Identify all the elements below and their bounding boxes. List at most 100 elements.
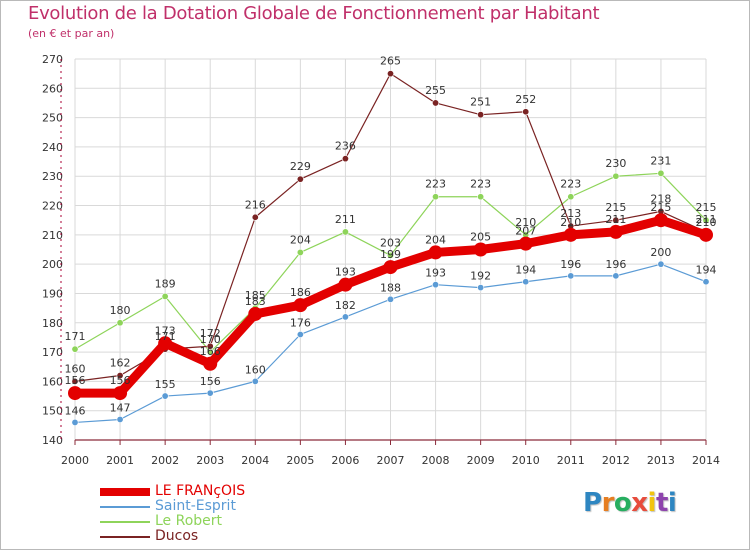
data-point xyxy=(71,345,79,353)
data-point xyxy=(563,227,578,242)
data-point xyxy=(702,278,710,286)
data-label: 156 xyxy=(110,374,131,387)
data-label: 207 xyxy=(515,225,536,238)
x-tick-label: 2011 xyxy=(557,454,585,467)
logo-letter: i xyxy=(647,488,657,518)
data-point xyxy=(203,356,218,371)
data-label: 196 xyxy=(560,258,581,271)
x-tick-label: 2008 xyxy=(422,454,450,467)
logo-letter: t xyxy=(655,488,668,518)
data-point xyxy=(206,342,214,350)
y-tick-label: 140 xyxy=(42,434,63,447)
data-label: 236 xyxy=(335,140,356,153)
data-label: 194 xyxy=(696,264,717,277)
x-tick-label: 2000 xyxy=(61,454,89,467)
data-label: 210 xyxy=(560,216,581,229)
data-point xyxy=(341,313,349,321)
data-label: 196 xyxy=(605,258,626,271)
legend-label: Ducos xyxy=(155,528,199,544)
data-label: 215 xyxy=(605,201,626,214)
data-point xyxy=(612,216,620,224)
data-label: 176 xyxy=(290,316,311,329)
data-point xyxy=(612,172,620,180)
data-label: 171 xyxy=(155,330,176,343)
data-label: 189 xyxy=(155,277,176,290)
data-label: 171 xyxy=(65,330,86,343)
data-point xyxy=(386,251,394,259)
data-point xyxy=(116,319,124,327)
x-tick-label: 2007 xyxy=(377,454,405,467)
data-point xyxy=(473,242,488,257)
data-label: 156 xyxy=(65,374,86,387)
data-label: 172 xyxy=(200,327,221,340)
data-label: 255 xyxy=(425,84,446,97)
data-label: 170 xyxy=(200,333,221,346)
y-tick-label: 250 xyxy=(42,112,63,125)
y-tick-label: 260 xyxy=(42,82,63,95)
data-point xyxy=(699,227,713,242)
data-point xyxy=(68,386,82,401)
data-point xyxy=(608,224,623,239)
data-point xyxy=(338,277,353,292)
data-point xyxy=(432,99,440,107)
data-label: 251 xyxy=(470,96,491,109)
data-label: 213 xyxy=(560,207,581,220)
data-point xyxy=(116,372,124,380)
y-tick-label: 160 xyxy=(42,375,63,388)
data-point xyxy=(657,260,665,268)
data-point xyxy=(113,386,128,401)
data-label: 204 xyxy=(425,233,446,246)
data-point xyxy=(71,377,79,385)
data-label: 204 xyxy=(290,233,311,246)
y-tick-label: 150 xyxy=(42,405,63,418)
legend-swatch xyxy=(100,536,150,538)
data-label: 155 xyxy=(155,378,176,391)
data-point xyxy=(251,213,259,221)
x-tick-label: 2004 xyxy=(241,454,269,467)
data-point xyxy=(567,193,575,201)
x-tick-label: 2002 xyxy=(151,454,179,467)
data-label: 252 xyxy=(515,93,536,106)
data-point xyxy=(477,284,485,292)
data-point xyxy=(248,306,263,321)
x-tick-label: 2003 xyxy=(196,454,224,467)
data-point xyxy=(71,418,79,426)
data-point xyxy=(251,377,259,385)
data-label: 215 xyxy=(650,201,671,214)
data-label: 147 xyxy=(110,401,131,414)
x-tick-label: 2001 xyxy=(106,454,134,467)
x-tick-label: 2012 xyxy=(602,454,630,467)
data-point xyxy=(341,155,349,163)
data-point xyxy=(567,272,575,280)
data-label: 210 xyxy=(696,216,717,229)
y-tick-label: 220 xyxy=(42,200,63,213)
data-label: 218 xyxy=(650,192,671,205)
data-label: 160 xyxy=(245,363,266,376)
x-tick-label: 2014 xyxy=(692,454,720,467)
data-point xyxy=(161,392,169,400)
data-label: 210 xyxy=(515,216,536,229)
legend-swatch xyxy=(100,521,150,523)
data-label: 193 xyxy=(335,266,356,279)
y-tick-label: 240 xyxy=(42,141,63,154)
data-point xyxy=(341,228,349,236)
x-tick-label: 2009 xyxy=(467,454,495,467)
legend-swatch xyxy=(100,488,150,496)
data-point xyxy=(612,272,620,280)
data-label: 185 xyxy=(245,289,266,302)
data-label: 223 xyxy=(560,178,581,191)
data-label: 146 xyxy=(65,404,86,417)
y-tick-label: 200 xyxy=(42,258,63,271)
data-point xyxy=(158,336,173,351)
logo-letter: P xyxy=(583,488,602,518)
data-point xyxy=(432,281,440,289)
data-label: 216 xyxy=(245,198,266,211)
data-label: 200 xyxy=(650,246,671,259)
data-label: 188 xyxy=(380,281,401,294)
data-label: 194 xyxy=(515,264,536,277)
data-point xyxy=(477,193,485,201)
proxiti-logo: Proxiti xyxy=(583,488,677,518)
data-point xyxy=(386,295,394,303)
data-point xyxy=(116,415,124,423)
data-point xyxy=(206,389,214,397)
